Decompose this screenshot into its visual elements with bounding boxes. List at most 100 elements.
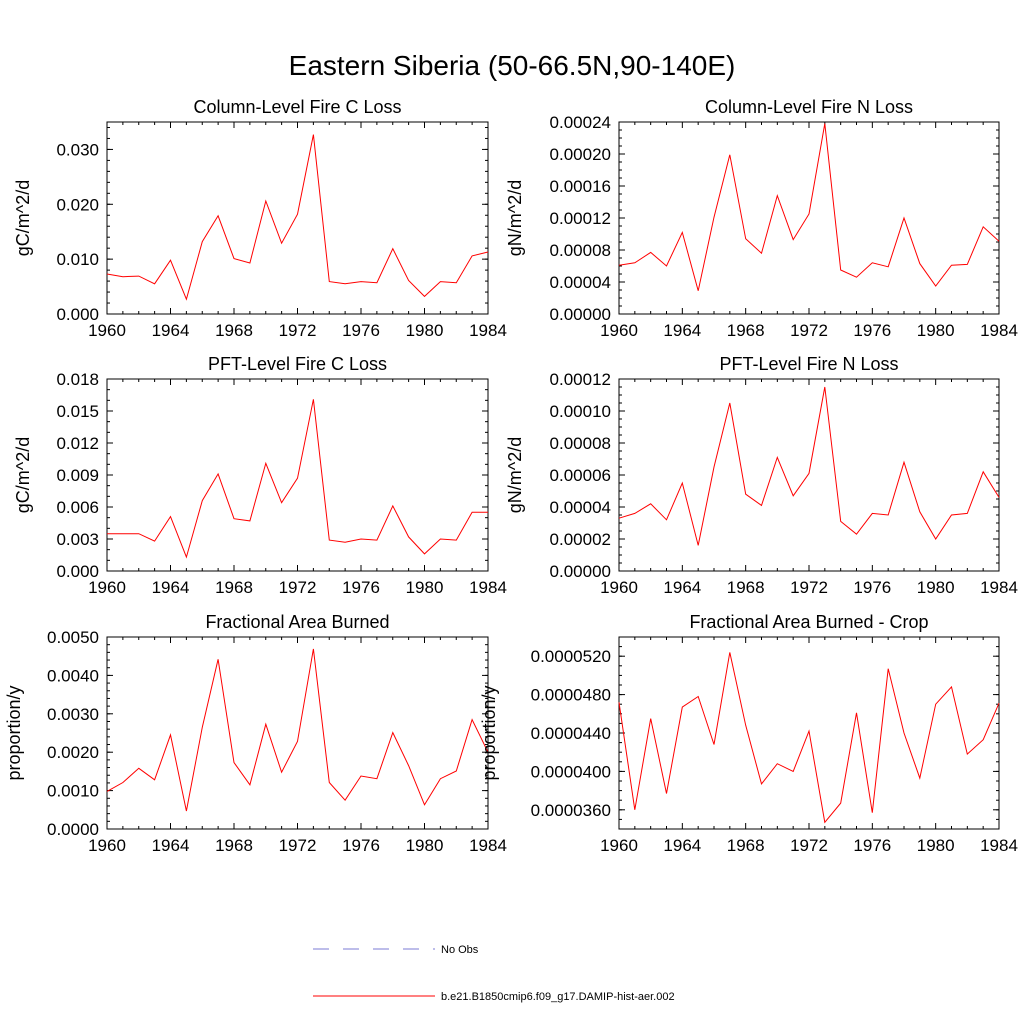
panel-title: Column-Level Fire C Loss (193, 97, 401, 117)
x-tick-label: 1980 (917, 578, 955, 597)
x-tick-label: 1972 (279, 321, 317, 340)
x-tick-label: 1984 (469, 578, 507, 597)
y-tick-label: 0.0000400 (531, 762, 611, 781)
x-tick-label: 1976 (853, 836, 891, 855)
x-tick-label: 1976 (853, 321, 891, 340)
y-tick-label: 0.00010 (550, 402, 611, 421)
y-tick-label: 0.0000 (47, 820, 99, 839)
x-tick-label: 1968 (727, 578, 765, 597)
y-tick-label: 0.0000360 (531, 801, 611, 820)
y-tick-label: 0.00016 (550, 177, 611, 196)
y-tick-label: 0.00008 (550, 434, 611, 453)
x-tick-label: 1984 (980, 578, 1018, 597)
x-tick-label: 1960 (600, 578, 638, 597)
series-line (106, 134, 489, 301)
y-tick-label: 0.010 (56, 250, 99, 269)
x-tick-label: 1964 (663, 321, 701, 340)
plot-frame (618, 378, 1000, 572)
x-tick-label: 1964 (663, 836, 701, 855)
y-tick-label: 0.0050 (47, 628, 99, 647)
x-tick-label: 1960 (88, 836, 126, 855)
y-tick-label: 0.00004 (550, 273, 611, 292)
plot-frame (106, 378, 489, 572)
x-tick-label: 1976 (342, 836, 380, 855)
panel-1: Column-Level Fire C Loss gC/m^2/d 1960 1964… (13, 97, 507, 340)
x-tick-label: 1980 (406, 321, 444, 340)
x-tick-label: 1960 (600, 836, 638, 855)
x-tick-label: 1984 (980, 321, 1018, 340)
y-tick-label: 0.00000 (550, 562, 611, 581)
y-tick-label: 0.012 (56, 434, 99, 453)
y-tick-label: 0.00012 (550, 370, 611, 389)
y-tick-label: 0.00024 (550, 113, 611, 132)
x-tick-label: 1964 (152, 836, 190, 855)
panel-title: PFT-Level Fire N Loss (719, 354, 898, 374)
series-line (618, 386, 1000, 546)
y-tick-label: 0.00006 (550, 466, 611, 485)
panel-title: Fractional Area Burned (205, 612, 389, 632)
x-tick-label: 1980 (406, 578, 444, 597)
x-tick-label: 1980 (917, 321, 955, 340)
x-tick-label: 1984 (980, 836, 1018, 855)
y-tick-label: 0.0030 (47, 705, 99, 724)
x-tick-label: 1972 (279, 836, 317, 855)
x-tick-label: 1972 (790, 321, 828, 340)
x-tick-label: 1972 (279, 578, 317, 597)
x-tick-label: 1964 (152, 578, 190, 597)
y-tick-label: 0.0010 (47, 782, 99, 801)
y-tick-label: 0.018 (56, 370, 99, 389)
main-title: Eastern Siberia (50-66.5N,90-140E) (289, 50, 736, 81)
x-tick-label: 1972 (790, 836, 828, 855)
panel-4: PFT-Level Fire N Loss gN/m^2/d 1960 1964 196… (505, 354, 1018, 597)
x-tick-label: 1976 (342, 578, 380, 597)
y-axis-label: proportion/y (4, 685, 24, 780)
y-tick-label: 0.0020 (47, 743, 99, 762)
x-tick-label: 1984 (469, 836, 507, 855)
x-tick-label: 1960 (600, 321, 638, 340)
legend-label-model: b.e21.B1850cmip6.f09_g17.DAMIP-hist-aer.… (441, 991, 675, 1003)
panel-6: Fractional Area Burned - Crop proportion/… (479, 612, 1018, 855)
y-tick-label: 0.003 (56, 530, 99, 549)
y-tick-label: 0.00004 (550, 498, 611, 517)
series-line (618, 123, 1000, 291)
y-tick-label: 0.0000480 (531, 686, 611, 705)
plot-frame (106, 121, 489, 315)
x-tick-label: 1960 (88, 578, 126, 597)
x-tick-label: 1968 (215, 321, 253, 340)
y-tick-label: 0.00020 (550, 145, 611, 164)
panel-2: Column-Level Fire N Loss gN/m^2/d 1960 1964… (505, 97, 1018, 340)
x-tick-label: 1968 (727, 836, 765, 855)
x-tick-label: 1976 (853, 578, 891, 597)
x-tick-label: 1972 (790, 578, 828, 597)
y-tick-label: 0.006 (56, 498, 99, 517)
x-tick-label: 1968 (215, 836, 253, 855)
x-tick-label: 1976 (342, 321, 380, 340)
legend: No Obs b.e21.B1850cmip6.f09_g17.DAMIP-hi… (313, 944, 675, 1003)
panel-title: Column-Level Fire N Loss (705, 97, 913, 117)
y-tick-label: 0.020 (56, 195, 99, 214)
y-tick-label: 0.0000440 (531, 724, 611, 743)
series-line (106, 648, 489, 812)
x-tick-label: 1980 (917, 836, 955, 855)
legend-label-no-obs: No Obs (441, 944, 479, 956)
y-axis-label: gN/m^2/d (505, 437, 525, 513)
x-tick-label: 1984 (469, 321, 507, 340)
y-tick-label: 0.030 (56, 140, 99, 159)
y-tick-label: 0.00002 (550, 530, 611, 549)
x-tick-label: 1968 (215, 578, 253, 597)
y-tick-label: 0.000 (56, 305, 99, 324)
y-axis-label: gC/m^2/d (13, 437, 33, 513)
x-tick-label: 1980 (406, 836, 444, 855)
panels: Column-Level Fire C Loss gC/m^2/d 1960 1964… (4, 97, 1018, 855)
y-axis-label: gC/m^2/d (13, 180, 33, 256)
x-tick-label: 1960 (88, 321, 126, 340)
y-axis-label: proportion/y (479, 685, 499, 780)
y-tick-label: 0.00008 (550, 241, 611, 260)
x-tick-label: 1964 (663, 578, 701, 597)
plot-frame (106, 636, 489, 830)
x-tick-label: 1964 (152, 321, 190, 340)
panel-3: PFT-Level Fire C Loss gC/m^2/d 1960 1964 196… (13, 354, 507, 597)
y-tick-label: 0.015 (56, 402, 99, 421)
